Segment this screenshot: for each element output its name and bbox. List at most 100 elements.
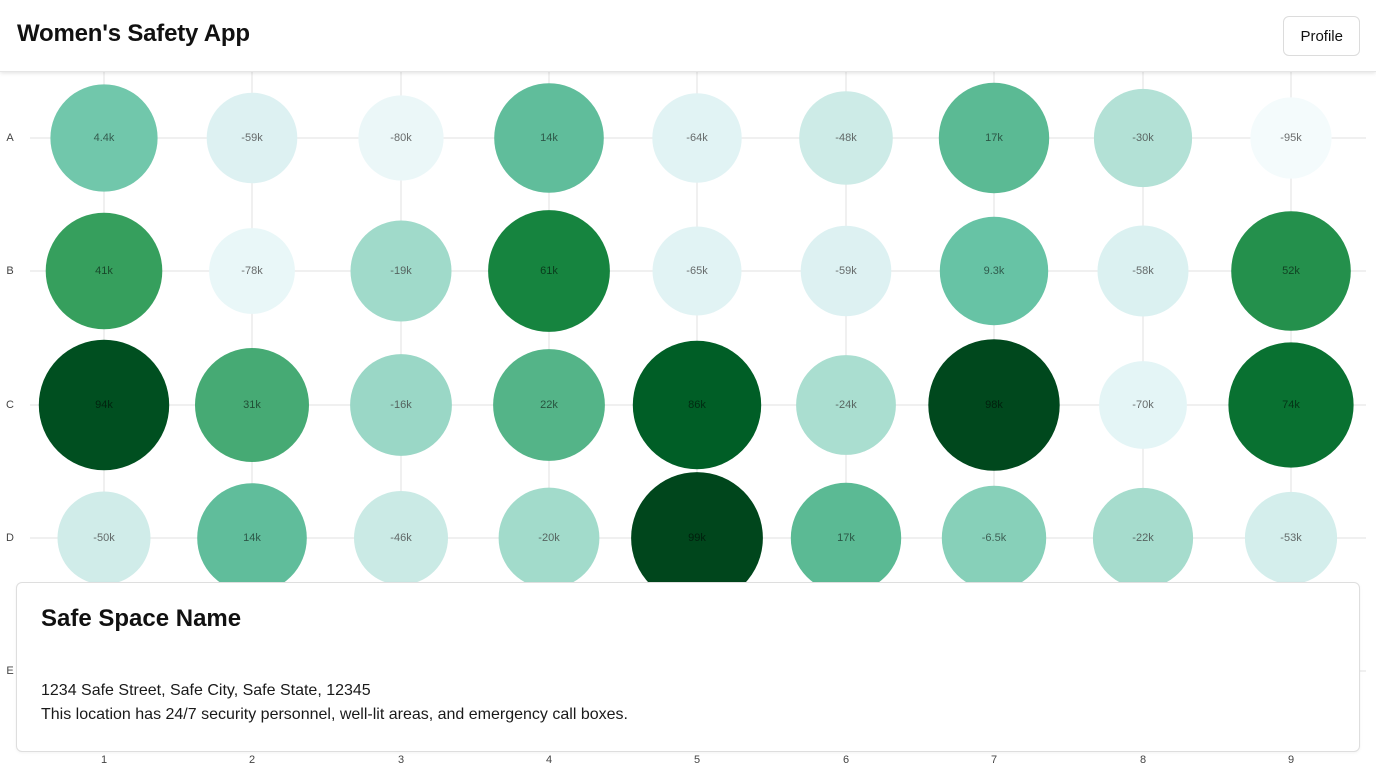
bubble-circle[interactable] <box>209 228 295 314</box>
bubble-value-label: -95k <box>1280 132 1302 144</box>
bubble-circle[interactable] <box>57 491 151 585</box>
bubble-circle[interactable] <box>354 491 448 585</box>
bubble-circle[interactable] <box>652 226 742 316</box>
profile-button[interactable]: Profile <box>1283 16 1360 56</box>
bubble-value-label: 86k <box>688 399 706 411</box>
bubble-value-label: 17k <box>985 132 1003 144</box>
bubble-circle[interactable] <box>358 95 444 181</box>
bubble[interactable]: -20k <box>498 487 600 589</box>
bubble-circle[interactable] <box>941 485 1047 591</box>
bubble-circle[interactable] <box>632 340 762 470</box>
bubble[interactable]: 41k <box>45 212 163 330</box>
bubble[interactable]: -78k <box>209 228 295 314</box>
bubble[interactable]: 86k <box>632 340 762 470</box>
bubble[interactable]: -58k <box>1097 225 1189 317</box>
column-label: 2 <box>249 754 255 766</box>
bubble-value-label: 52k <box>1282 265 1300 277</box>
row-label: C <box>6 399 14 411</box>
bubble-circle[interactable] <box>1250 97 1332 179</box>
bubble-circle[interactable] <box>799 91 893 185</box>
bubble[interactable]: 17k <box>790 482 902 594</box>
bubble-circle[interactable] <box>928 339 1060 471</box>
bubble[interactable]: 52k <box>1231 211 1351 331</box>
bubble-circle[interactable] <box>1231 211 1351 331</box>
bubble-circle[interactable] <box>631 472 763 604</box>
bubble-circle[interactable] <box>206 92 298 184</box>
column-label: 4 <box>546 754 552 766</box>
bubble-value-label: 74k <box>1282 399 1300 411</box>
bubble[interactable]: -22k <box>1092 487 1194 589</box>
bubble-layer: 4.4k -59k -80k 14k -64k -48k 17k -30k -95k 41k -78… <box>38 82 1354 604</box>
bubble[interactable]: -6.5k <box>941 485 1047 591</box>
bubble-circle[interactable] <box>197 483 307 593</box>
bubble-circle[interactable] <box>50 84 158 192</box>
bubble-circle[interactable] <box>488 210 610 332</box>
bubble-circle[interactable] <box>493 349 605 461</box>
bubble-value-label: 9.3k <box>984 265 1005 277</box>
bubble[interactable]: -59k <box>800 225 892 317</box>
safe-space-description: This location has 24/7 security personne… <box>41 706 628 723</box>
bubble[interactable]: 99k <box>631 472 763 604</box>
bubble-circle[interactable] <box>38 339 170 471</box>
bubble[interactable]: -59k <box>206 92 298 184</box>
axis-labels: A B C D E 1 2 3 4 5 6 7 8 9 <box>6 132 1294 766</box>
bubble[interactable]: -48k <box>799 91 893 185</box>
bubble-circle[interactable] <box>1093 88 1193 188</box>
bubble-circle[interactable] <box>498 487 600 589</box>
bubble[interactable]: 31k <box>195 348 309 462</box>
bubble[interactable]: 61k <box>488 210 610 332</box>
bubble[interactable]: 98k <box>928 339 1060 471</box>
bubble[interactable]: 4.4k <box>50 84 158 192</box>
app-title: Women's Safety App <box>17 20 250 47</box>
bubble-circle[interactable] <box>1228 342 1354 468</box>
bubble[interactable]: -16k <box>350 354 452 456</box>
bubble[interactable]: 94k <box>38 339 170 471</box>
bubble-value-label: 41k <box>95 265 113 277</box>
bubble-circle[interactable] <box>350 220 452 322</box>
bubble-circle[interactable] <box>800 225 892 317</box>
bubble[interactable]: 22k <box>493 349 605 461</box>
column-label: 6 <box>843 754 849 766</box>
bubble[interactable]: 17k <box>938 82 1050 194</box>
bubble-circle[interactable] <box>350 354 452 456</box>
safe-space-name: Safe Space Name <box>41 605 242 632</box>
bubble-circle[interactable] <box>494 83 604 193</box>
bubble[interactable]: -46k <box>354 491 448 585</box>
bubble[interactable]: -65k <box>652 226 742 316</box>
bubble-value-label: -16k <box>390 399 412 411</box>
bubble-circle[interactable] <box>938 82 1050 194</box>
bubble[interactable]: -64k <box>652 93 742 183</box>
bubble-circle[interactable] <box>45 212 163 330</box>
bubble[interactable]: -24k <box>796 355 896 455</box>
bubble[interactable]: -70k <box>1099 361 1187 449</box>
bubble-circle[interactable] <box>1097 225 1189 317</box>
bubble[interactable]: 74k <box>1228 342 1354 468</box>
bubble[interactable]: 14k <box>197 483 307 593</box>
bubble-value-label: 98k <box>985 399 1003 411</box>
bubble-circle[interactable] <box>652 93 742 183</box>
bubble-circle[interactable] <box>796 355 896 455</box>
bubble[interactable]: -80k <box>358 95 444 181</box>
bubble-value-label: -70k <box>1132 399 1154 411</box>
bubble-circle[interactable] <box>1092 487 1194 589</box>
bubble-value-label: 99k <box>688 532 706 544</box>
bubble-circle[interactable] <box>939 216 1049 326</box>
bubble-circle[interactable] <box>195 348 309 462</box>
bubble-circle[interactable] <box>790 482 902 594</box>
bubble[interactable]: 9.3k <box>939 216 1049 326</box>
column-label: 1 <box>101 754 107 766</box>
bubble[interactable]: -50k <box>57 491 151 585</box>
bubble[interactable]: -19k <box>350 220 452 322</box>
bubble-circle[interactable] <box>1099 361 1187 449</box>
bubble-value-label: -80k <box>390 132 412 144</box>
bubble[interactable]: -30k <box>1093 88 1193 188</box>
bubble-value-label: -30k <box>1132 132 1154 144</box>
bubble-value-label: 4.4k <box>94 132 115 144</box>
bubble-value-label: -24k <box>835 399 857 411</box>
bubble-value-label: -48k <box>835 132 857 144</box>
bubble[interactable]: 14k <box>494 83 604 193</box>
bubble[interactable]: -53k <box>1244 491 1338 585</box>
bubble[interactable]: -95k <box>1250 97 1332 179</box>
bubble-circle[interactable] <box>1244 491 1338 585</box>
